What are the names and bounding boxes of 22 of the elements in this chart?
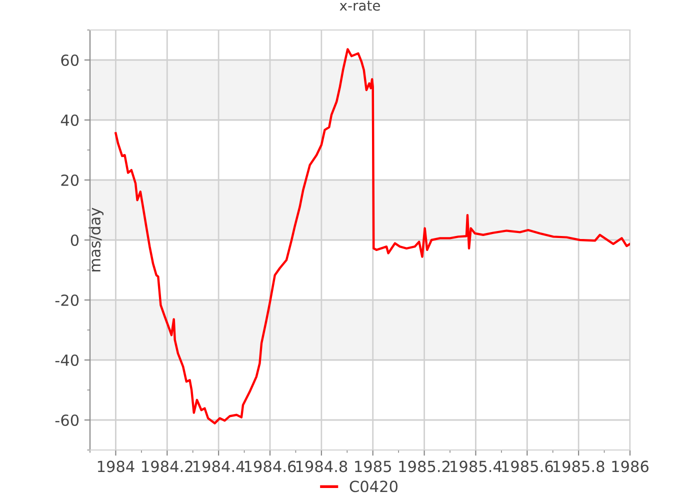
y-tick-label: 60 (61, 54, 79, 66)
x-tick-label: 1985.2 (399, 460, 450, 472)
x-tick-label: 1984.4 (194, 460, 244, 472)
x-tick-label: 1985.6 (502, 460, 553, 472)
y-axis-title: mas/day (88, 208, 104, 272)
x-tick-label: 1984.6 (244, 460, 296, 472)
x-tick-label: 1985.8 (554, 460, 604, 472)
y-tick-label: 20 (61, 174, 79, 186)
y-tick-label: 0 (70, 234, 79, 246)
y-tick-label: -40 (55, 354, 79, 366)
x-tick-label: 1986 (612, 460, 648, 472)
x-tick-label: 1984 (98, 460, 134, 472)
x-tick-label: 1985 (355, 460, 391, 472)
chart-title: x-rate (340, 0, 380, 11)
x-tick-label: 1985.4 (450, 460, 502, 472)
line-series (114, 48, 630, 424)
y-tick-label: 40 (60, 114, 79, 126)
y-tick-label: -20 (55, 294, 79, 306)
x-tick-label: 1984.8 (296, 460, 348, 472)
x-tick-label: 1984.2 (142, 460, 192, 472)
legend-label: C0420 (350, 480, 398, 492)
y-tick-label: -60 (55, 414, 79, 426)
